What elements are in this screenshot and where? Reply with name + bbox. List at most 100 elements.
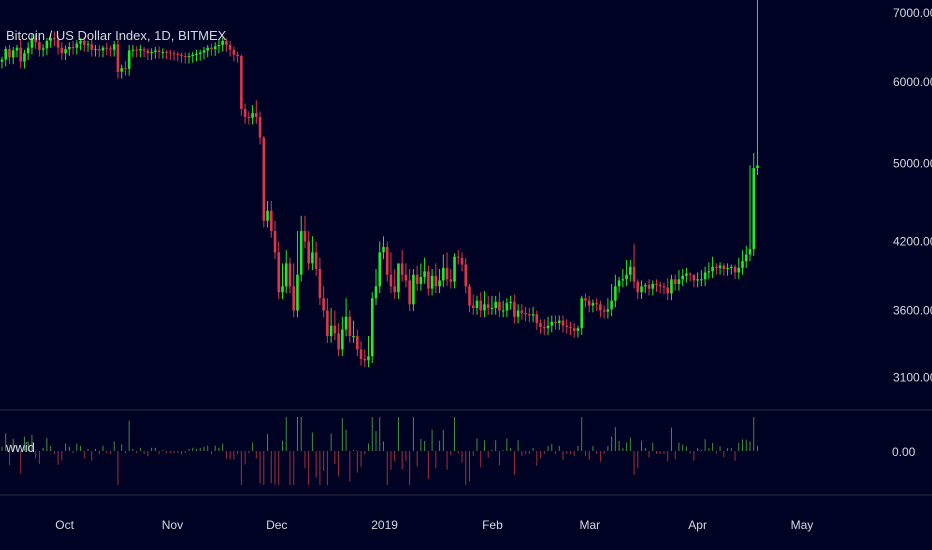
candle[interactable] [225,38,228,52]
candle[interactable] [82,36,86,52]
candle[interactable] [490,295,494,315]
candle[interactable] [142,47,146,58]
candle[interactable] [90,39,94,57]
candle[interactable] [281,263,284,299]
candle[interactable] [505,298,509,318]
candle[interactable] [520,304,524,320]
candle[interactable] [101,45,105,58]
candle[interactable] [715,263,718,275]
candle[interactable] [120,64,123,79]
candle[interactable] [617,276,621,294]
candle[interactable] [531,306,535,323]
candle[interactable] [75,40,79,55]
candle[interactable] [348,310,352,343]
candle[interactable] [621,269,625,288]
candle[interactable] [337,323,340,357]
candle[interactable] [554,315,557,330]
candle[interactable] [733,264,737,280]
candle[interactable] [647,279,651,296]
candle[interactable] [445,252,449,287]
candle[interactable] [161,48,165,59]
candle[interactable] [314,241,318,276]
candle[interactable] [599,300,602,318]
candle[interactable] [471,294,475,315]
candle[interactable] [393,269,396,299]
candle[interactable] [385,241,389,282]
candle[interactable] [513,294,516,324]
candle[interactable] [453,253,456,289]
candle[interactable] [427,265,430,296]
candle[interactable] [468,283,471,313]
candle[interactable] [326,298,329,343]
indicator-pane[interactable] [1,417,758,485]
candle[interactable] [430,269,434,296]
candle[interactable] [730,264,733,275]
candle[interactable] [157,46,161,59]
candle[interactable] [105,42,109,56]
candle[interactable] [8,44,11,65]
candle[interactable] [700,270,703,287]
candle[interactable] [79,38,82,51]
candle[interactable] [685,267,688,283]
candle[interactable] [97,44,101,58]
candle[interactable] [124,60,127,76]
candle[interactable] [632,243,636,289]
candle[interactable] [154,47,157,59]
candle[interactable] [191,51,195,63]
candle[interactable] [498,292,501,318]
candle[interactable] [15,44,19,58]
candle[interactable] [258,111,262,145]
candle[interactable] [206,44,209,58]
candle[interactable] [748,165,752,262]
candle[interactable] [247,111,251,125]
candle[interactable] [479,292,483,318]
candle[interactable] [213,42,217,56]
candle[interactable] [60,42,64,61]
candle[interactable] [367,336,370,368]
candle[interactable] [273,220,277,260]
candle[interactable] [266,200,269,228]
candle[interactable] [744,245,748,268]
candle[interactable] [602,305,606,319]
candle[interactable] [71,40,75,55]
candle[interactable] [587,295,591,313]
candle[interactable] [569,321,572,335]
candle[interactable] [412,269,415,312]
candle[interactable] [404,263,408,288]
candle[interactable] [636,279,640,299]
candle[interactable] [277,241,281,299]
candle[interactable] [475,295,479,315]
candle[interactable] [449,269,453,289]
candle[interactable] [296,231,299,318]
candle[interactable] [726,263,729,276]
candle[interactable] [692,274,696,288]
candle[interactable] [359,341,363,366]
candle[interactable] [662,282,666,295]
candle[interactable] [400,250,404,282]
candle[interactable] [677,270,681,291]
candle[interactable] [269,200,273,238]
candle[interactable] [236,51,239,63]
candle[interactable] [30,34,34,55]
candle[interactable] [696,272,699,288]
candle[interactable] [172,50,176,61]
candle[interactable] [681,269,684,287]
candle[interactable] [49,34,52,48]
price-pane[interactable] [0,0,759,368]
candle[interactable] [23,49,26,69]
candle[interactable] [565,319,569,334]
candle[interactable] [629,260,632,282]
candle[interactable] [415,265,419,291]
candle[interactable] [38,36,41,57]
candle[interactable] [610,283,613,317]
candle[interactable] [666,278,670,301]
candle[interactable] [150,48,153,61]
candle[interactable] [139,44,142,58]
price-axis[interactable]: 7000.00 6000.00 5000.00 4200.00 3600.00 3100.… [893,6,932,384]
candle[interactable] [737,257,741,280]
candle[interactable] [183,52,187,64]
candle[interactable] [539,319,542,334]
candle[interactable] [180,52,183,63]
candle[interactable] [591,299,595,313]
candle[interactable] [655,279,658,292]
